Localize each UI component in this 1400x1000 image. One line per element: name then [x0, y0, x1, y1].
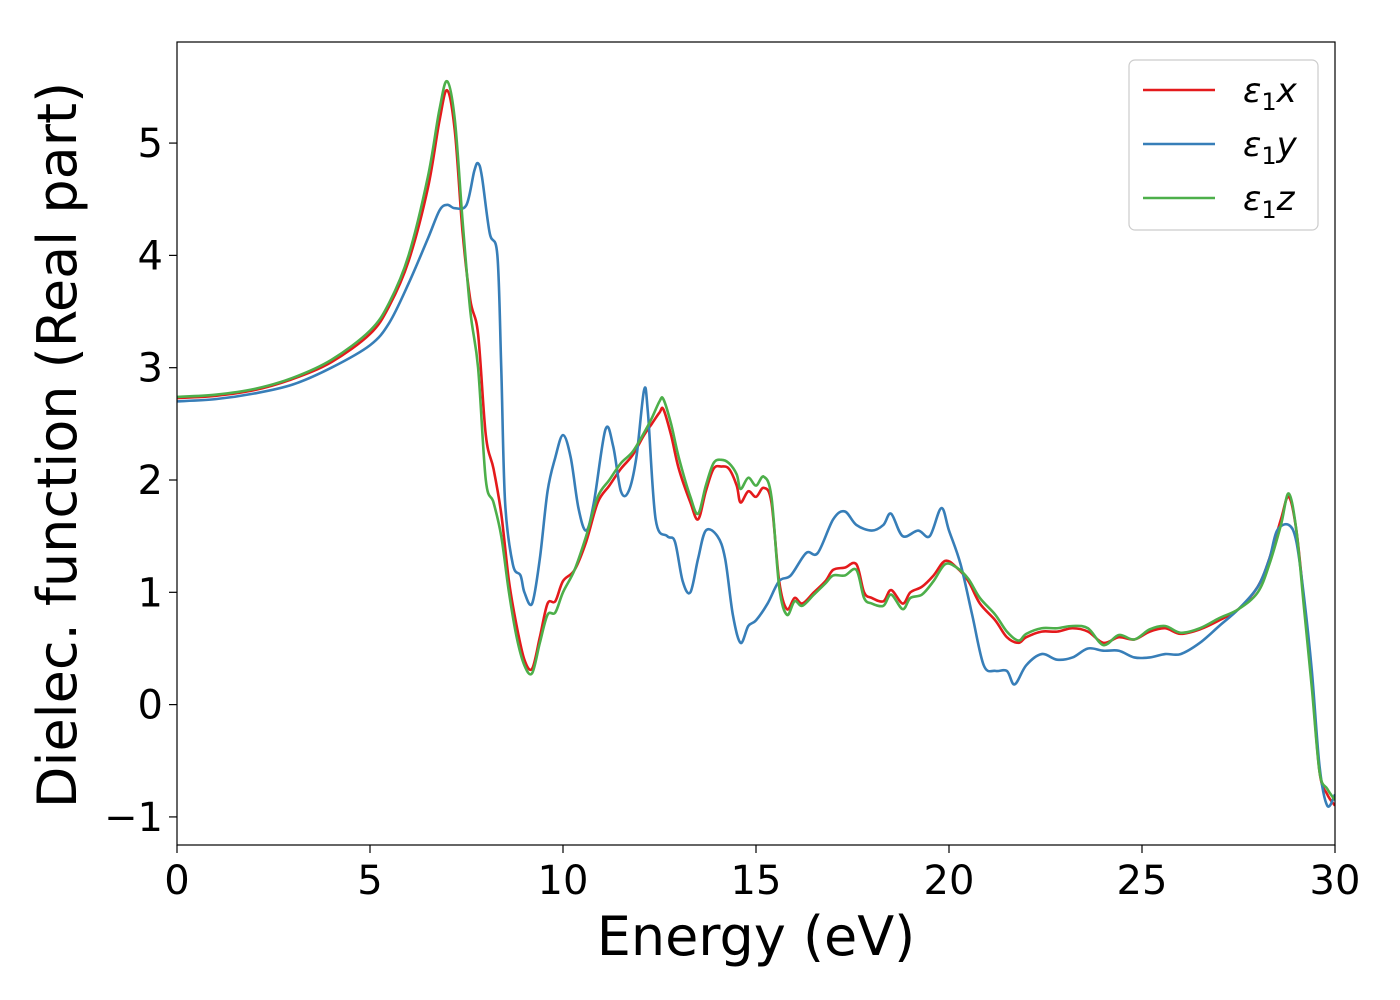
- y-tick-label: −1: [104, 795, 163, 841]
- x-tick-label: 10: [538, 858, 589, 904]
- x-axis-ticks: 0 5 10 15 20 25 30: [164, 845, 1360, 904]
- x-tick-label: 30: [1310, 858, 1361, 904]
- legend-label-z: ε1z: [1243, 179, 1296, 224]
- y-tick-label: 0: [138, 683, 163, 729]
- legend-label-x: ε1x: [1243, 71, 1298, 116]
- x-axis-label: Energy (eV): [597, 905, 916, 968]
- x-tick-label: 25: [1117, 858, 1168, 904]
- y-axis-label: Dielec. function (Real part): [26, 82, 89, 808]
- y-tick-label: 3: [138, 346, 163, 392]
- plot-series: [177, 80, 1335, 808]
- series-line-y: [177, 161, 1335, 808]
- x-tick-label: 5: [357, 858, 382, 904]
- legend-box: [1128, 59, 1319, 231]
- series-line-z: [177, 80, 1335, 801]
- y-tick-label: 5: [138, 121, 163, 167]
- x-tick-label: 15: [731, 858, 782, 904]
- legend: ε1x ε1y ε1z: [1128, 59, 1319, 231]
- x-tick-label: 0: [164, 858, 189, 904]
- y-axis-ticks: −1 0 1 2 3 4 5: [104, 121, 177, 841]
- y-tick-label: 1: [138, 570, 163, 616]
- y-tick-label: 2: [138, 458, 163, 504]
- legend-label-y: ε1y: [1243, 125, 1298, 170]
- x-tick-label: 20: [924, 858, 975, 904]
- y-tick-label: 4: [138, 233, 163, 279]
